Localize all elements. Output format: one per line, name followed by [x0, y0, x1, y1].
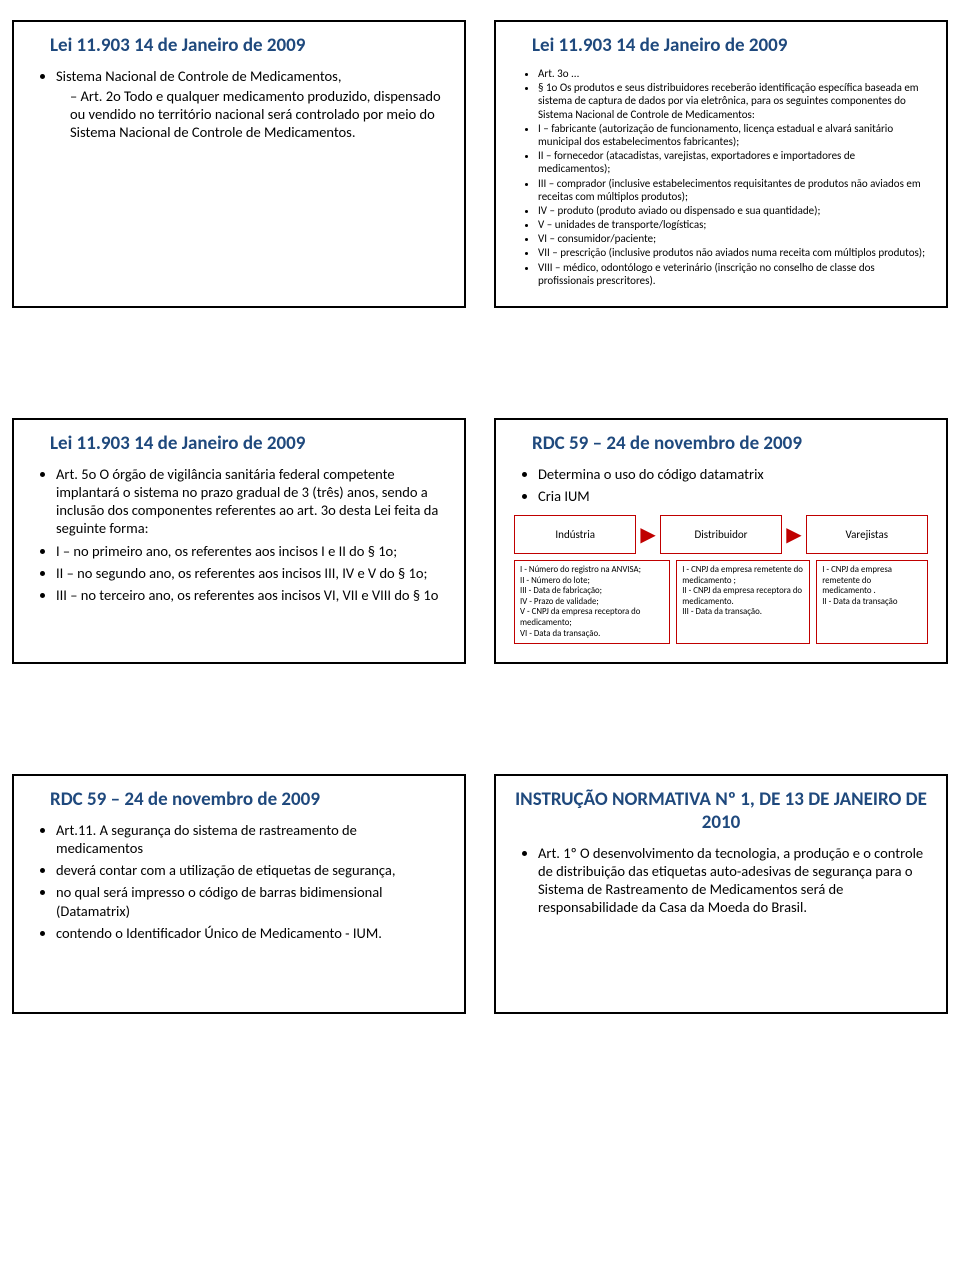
bullet: Cria IUM [538, 487, 928, 505]
bullet: IV – produto (produto aviado ou dispensa… [538, 204, 928, 217]
bullet: Art. 5o O órgão de vigilância sanitária … [56, 465, 446, 538]
bullet: Art. 3o ... [538, 67, 928, 80]
panel-title: INSTRUÇÃO NORMATIVA Nº 1, DE 13 DE JANEI… [514, 788, 928, 834]
flow-detail-row: I - Número do registro na ANVISA; II - N… [514, 560, 928, 644]
detail-distribuidor: I - CNPJ da empresa remetente do medicam… [676, 560, 810, 644]
bullet: VIII – médico, odontólogo e veterinário … [538, 261, 928, 287]
bullet: III – comprador (inclusive estabelecimen… [538, 177, 928, 203]
panel-title: RDC 59 – 24 de novembro de 2009 [32, 788, 446, 811]
flow-node-distribuidor: Distribuidor [660, 515, 782, 554]
bullet: Determina o uso do código datamatrix [538, 465, 928, 483]
detail-varejistas: I - CNPJ da empresa remetente do medicam… [816, 560, 928, 644]
bullet: I – fabricante (autorização de funcionam… [538, 122, 928, 148]
panel-rdc59-flow: RDC 59 – 24 de novembro de 2009 Determin… [494, 418, 948, 664]
slide-grid: Lei 11.903 14 de Janeiro de 2009 Sistema… [12, 20, 948, 1014]
bullet-text: Sistema Nacional de Controle de Medicame… [56, 67, 341, 85]
flow-node-industria: Indústria [514, 515, 636, 554]
sub-bullet: Art. 2o Todo e qualquer medicamento prod… [70, 87, 446, 141]
panel-title: RDC 59 – 24 de novembro de 2009 [514, 432, 928, 455]
bullet: contendo o Identificador Único de Medica… [56, 924, 446, 942]
panel-rdc59-art11: RDC 59 – 24 de novembro de 2009 Art.11. … [12, 774, 466, 1014]
flow-node-varejistas: Varejistas [806, 515, 928, 554]
arrow-icon: ▶ [636, 525, 659, 545]
bullet: deverá contar com a utilização de etique… [56, 861, 446, 879]
panel-lei-p2: Lei 11.903 14 de Janeiro de 2009 Art. 3o… [494, 20, 948, 308]
bullet: VII – prescrição (inclusive produtos não… [538, 246, 928, 259]
flow-diagram: Indústria ▶ Distribuidor ▶ Varejistas [514, 515, 928, 554]
panel-title: Lei 11.903 14 de Janeiro de 2009 [32, 34, 446, 57]
bullet: no qual será impresso o código de barras… [56, 883, 446, 919]
arrow-icon: ▶ [782, 525, 805, 545]
bullet: I – no primeiro ano, os referentes aos i… [56, 542, 446, 560]
bullet: Art. 1º O desenvolvimento da tecnologia,… [538, 844, 928, 917]
bullet: III – no terceiro ano, os referentes aos… [56, 586, 446, 604]
bullet: § 1o Os produtos e seus distribuidores r… [538, 81, 928, 121]
detail-industria: I - Número do registro na ANVISA; II - N… [514, 560, 670, 644]
panel-instrucao-normativa: INSTRUÇÃO NORMATIVA Nº 1, DE 13 DE JANEI… [494, 774, 948, 1014]
bullet: Art.11. A segurança do sistema de rastre… [56, 821, 446, 857]
bullet: Sistema Nacional de Controle de Medicame… [56, 67, 446, 142]
bullet: II – no segundo ano, os referentes aos i… [56, 564, 446, 582]
panel-title: Lei 11.903 14 de Janeiro de 2009 [514, 34, 928, 57]
bullet: VI – consumidor/paciente; [538, 232, 928, 245]
panel-lei-p3: Lei 11.903 14 de Janeiro de 2009 Art. 5o… [12, 418, 466, 664]
bullet: V – unidades de transporte/logísticas; [538, 218, 928, 231]
bullet: II – fornecedor (atacadistas, varejistas… [538, 149, 928, 175]
panel-lei-p1: Lei 11.903 14 de Janeiro de 2009 Sistema… [12, 20, 466, 308]
panel-title: Lei 11.903 14 de Janeiro de 2009 [32, 432, 446, 455]
